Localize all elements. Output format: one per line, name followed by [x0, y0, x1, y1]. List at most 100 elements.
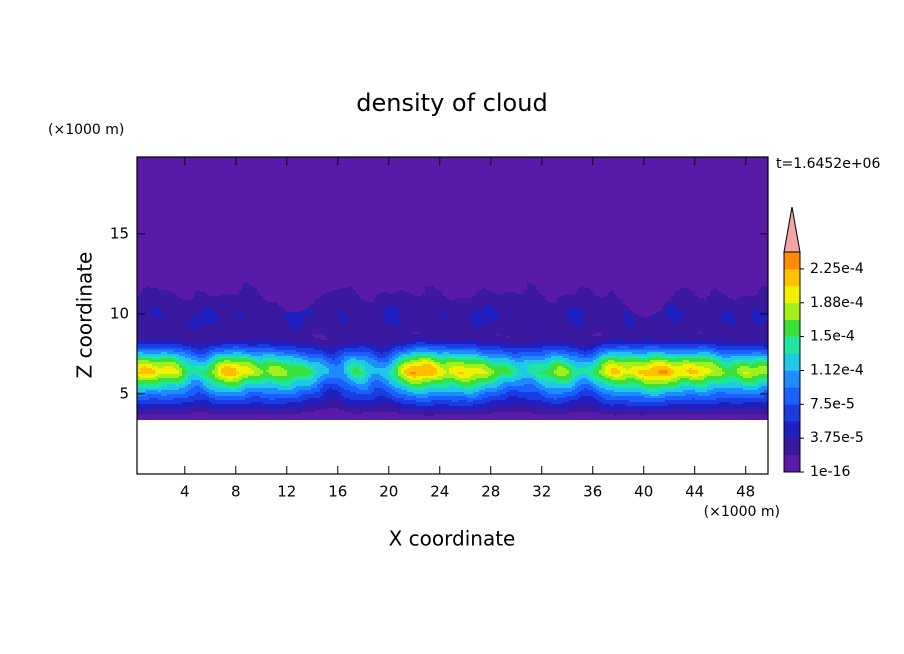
contour-cell: [470, 410, 473, 414]
contour-cell: [743, 362, 746, 366]
contour-cell: [455, 340, 458, 344]
contour-cell: [416, 402, 419, 406]
contour-cell: [233, 340, 236, 344]
contour-cell: [662, 402, 665, 406]
contour-cell: [455, 348, 458, 350]
contour-cell: [614, 410, 617, 416]
contour-cell: [707, 362, 710, 368]
contour-cell: [482, 308, 485, 326]
contour-cell: [407, 384, 410, 388]
contour-cell: [557, 376, 560, 380]
contour-cell: [704, 396, 707, 400]
contour-cell: [338, 318, 341, 346]
contour-cell: [167, 290, 170, 340]
contour-cell: [689, 157, 692, 290]
contour-cell: [500, 348, 503, 350]
contour-cell: [431, 362, 434, 366]
contour-cell: [281, 394, 284, 398]
contour-cell: [167, 394, 170, 400]
contour-cell: [476, 404, 479, 410]
contour-cell: [437, 340, 440, 344]
contour-cell: [470, 354, 473, 356]
contour-cell: [734, 404, 737, 408]
contour-cell: [743, 386, 746, 390]
contour-cell: [242, 378, 245, 382]
contour-cell: [296, 348, 299, 352]
contour-cell: [452, 378, 455, 382]
contour-cell: [464, 406, 467, 410]
contour-cell: [176, 157, 179, 296]
contour-cell: [398, 376, 401, 380]
contour-cell: [314, 157, 317, 300]
contour-cell: [347, 378, 350, 384]
contour-cell: [518, 344, 521, 348]
contour-cell: [560, 394, 563, 398]
contour-cell: [212, 296, 215, 310]
contour-cell: [218, 414, 221, 420]
contour-cell: [623, 344, 626, 346]
contour-cell: [455, 360, 458, 362]
contour-cell: [428, 362, 431, 364]
contour-cell: [470, 386, 473, 390]
contour-cell: [638, 316, 641, 340]
contour-cell: [278, 376, 281, 380]
contour-cell: [263, 358, 266, 362]
contour-cell: [737, 157, 740, 298]
contour-cell: [407, 157, 410, 292]
contour-cell: [473, 348, 476, 350]
contour-cell: [743, 398, 746, 402]
contour-cell: [374, 368, 377, 374]
contour-cell: [269, 414, 272, 420]
contour-cell: [287, 340, 290, 346]
contour-cell: [566, 402, 569, 408]
contour-cell: [407, 348, 410, 350]
contour-cell: [275, 376, 278, 380]
contour-cell: [221, 354, 224, 356]
contour-cell: [317, 384, 320, 392]
contour-cell: [491, 322, 494, 342]
contour-cell: [428, 376, 431, 378]
contour-cell: [203, 324, 206, 344]
contour-cell: [353, 400, 356, 406]
contour-cell: [434, 344, 437, 346]
contour-cell: [161, 348, 164, 350]
contour-cell: [293, 408, 296, 414]
contour-cell: [509, 370, 512, 374]
contour-cell: [332, 157, 335, 290]
contour-cell: [458, 392, 461, 396]
contour-cell: [614, 368, 617, 374]
contour-cell: [635, 410, 638, 414]
contour-cell: [527, 372, 530, 378]
contour-cell: [446, 414, 449, 420]
contour-cell: [479, 358, 482, 360]
contour-cell: [689, 382, 692, 386]
contour-cell: [248, 354, 251, 358]
contour-cell: [656, 366, 659, 376]
contour-cell: [302, 344, 305, 348]
contour-cell: [575, 382, 578, 388]
colorbar-tick-label: 1e-16: [810, 464, 850, 480]
contour-cell: [689, 414, 692, 420]
contour-cell: [494, 412, 497, 420]
contour-cell: [497, 294, 500, 314]
contour-cell: [689, 390, 692, 394]
contour-cell: [167, 157, 170, 290]
contour-cell: [263, 362, 266, 378]
contour-cell: [677, 404, 680, 408]
contour-cell: [431, 366, 434, 376]
contour-cell: [155, 394, 158, 398]
contour-cell: [233, 392, 236, 396]
contour-cell: [137, 157, 140, 296]
contour-cell: [719, 356, 722, 360]
contour-cell: [212, 352, 215, 356]
contour-cell: [704, 300, 707, 340]
contour-cell: [407, 404, 410, 410]
contour-cell: [554, 414, 557, 420]
contour-cell: [320, 376, 323, 382]
contour-cell: [713, 384, 716, 388]
contour-cell: [428, 384, 431, 388]
contour-cell: [563, 398, 566, 402]
contour-cell: [302, 348, 305, 352]
contour-cell: [293, 388, 296, 394]
contour-cell: [290, 157, 293, 312]
